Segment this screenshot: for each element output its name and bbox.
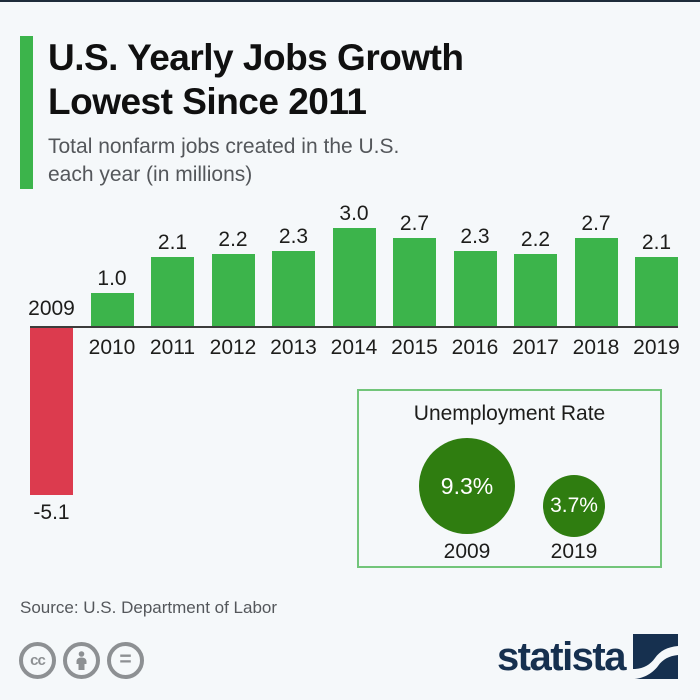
x-axis-line <box>30 326 678 328</box>
bar-group-2015: 2.7 2015 <box>391 200 438 540</box>
bar-group-2019: 2.1 2019 <box>633 200 680 540</box>
positive-bar-2011 <box>151 257 194 326</box>
bar-year-label-2012: 2012 <box>209 336 257 359</box>
title-block: U.S. Yearly Jobs Growth Lowest Since 201… <box>48 36 464 189</box>
statista-wordmark: statista <box>496 635 627 679</box>
unemployment-value-2009: 9.3% <box>440 472 494 499</box>
bar-group-2016: 2.3 2016 <box>451 200 499 540</box>
person-glyph <box>76 651 87 670</box>
bar-value-label-2017: 2.2 <box>520 228 551 252</box>
positive-bar-2012 <box>211 254 255 326</box>
bar-value-label-2016: 2.3 <box>460 224 490 248</box>
positive-bar-2013 <box>272 250 315 326</box>
equal-sign-icon[interactable]: = <box>107 642 144 679</box>
unemployment-value-2019: 3.7% <box>550 494 598 517</box>
bar-group-2012: 2.2 2012 <box>209 200 257 540</box>
statista-logo[interactable]: statista <box>497 634 678 679</box>
bar-group-2017: 2.2 2017 <box>512 200 559 540</box>
cc-icon-label: cc <box>30 652 46 669</box>
cc-icon[interactable]: cc <box>19 642 56 679</box>
positive-bar-2014 <box>332 227 376 326</box>
bar-value-label-2013: 2.3 <box>278 224 309 248</box>
bar-value-label-2011: 2.1 <box>157 231 188 255</box>
bar-group-2009: -5.1 2009 <box>28 200 75 540</box>
page-subtitle-line2: each year (in millions) <box>48 163 253 186</box>
positive-bar-2016 <box>453 250 497 326</box>
positive-bar-2017 <box>514 254 557 326</box>
unemployment-year-2009: 2009 <box>443 540 491 563</box>
header: U.S. Yearly Jobs Growth Lowest Since 201… <box>20 36 464 189</box>
unemployment-rate-panel: Unemployment Rate 9.3% 3.7% 2009 2019 <box>357 389 662 568</box>
unemployment-panel-title: Unemployment Rate <box>413 402 606 425</box>
bar-year-label-2018: 2018 <box>572 336 620 359</box>
unemployment-bubble-2009: 9.3% <box>419 438 515 534</box>
bar-value-label-2010: 1.0 <box>97 267 127 291</box>
positive-bar-2019 <box>635 257 678 326</box>
page-subtitle-line1: Total nonfarm jobs created in the U.S. <box>48 135 400 158</box>
bar-group-2010: 1.0 2010 <box>88 200 136 540</box>
bar-group-2011: 2.1 2011 <box>149 200 196 540</box>
page-title-line1: U.S. Yearly Jobs Growth <box>48 37 464 78</box>
bar-year-label-2014: 2014 <box>330 336 378 359</box>
bar-group-2014: 3.0 2014 <box>330 200 378 540</box>
source-note: Source: U.S. Department of Labor <box>20 598 278 617</box>
subtitle-block: Total nonfarm jobs created in the U.S. e… <box>48 133 464 189</box>
bar-year-label-2009: 2009 <box>28 297 75 320</box>
unemployment-year-2019: 2019 <box>550 540 598 563</box>
bar-group-2018: 2.7 2018 <box>572 200 620 540</box>
bar-year-label-2016: 2016 <box>451 336 499 359</box>
bar-value-label-2015: 2.7 <box>399 211 430 235</box>
equal-sign-label: = <box>119 647 132 671</box>
statista-mark-icon <box>633 634 678 679</box>
bar-chart: -5.1 2009 1.0 2010 2.1 2011 2.2 2012 2.3 2013 3.0 2… <box>28 200 680 540</box>
top-border <box>0 0 700 2</box>
bar-value-label-2019: 2.1 <box>641 231 672 255</box>
bar-year-label-2011: 2011 <box>149 336 196 359</box>
negative-bar-2009 <box>30 328 73 495</box>
positive-bar-2018 <box>574 237 618 326</box>
unemployment-bubble-2019: 3.7% <box>543 475 605 537</box>
positive-bar-2015 <box>393 237 436 326</box>
bar-group-2013: 2.3 2013 <box>270 200 317 540</box>
page-title-line2: Lowest Since 2011 <box>48 81 367 122</box>
bar-year-label-2015: 2015 <box>391 336 438 359</box>
bar-year-label-2013: 2013 <box>270 336 317 359</box>
bar-year-label-2017: 2017 <box>512 336 559 359</box>
bar-value-label-2012: 2.2 <box>218 228 248 252</box>
accent-bar <box>20 36 33 189</box>
bar-year-label-2010: 2010 <box>88 336 136 359</box>
license-icons: cc = <box>19 642 144 679</box>
bar-value-label-2009: -5.1 <box>33 500 70 524</box>
bar-year-label-2019: 2019 <box>633 336 680 359</box>
bar-value-label-2014: 3.0 <box>339 201 369 225</box>
bar-value-label-2018: 2.7 <box>581 211 611 235</box>
positive-bar-2010 <box>90 293 134 326</box>
attribution-person-icon[interactable] <box>63 642 100 679</box>
